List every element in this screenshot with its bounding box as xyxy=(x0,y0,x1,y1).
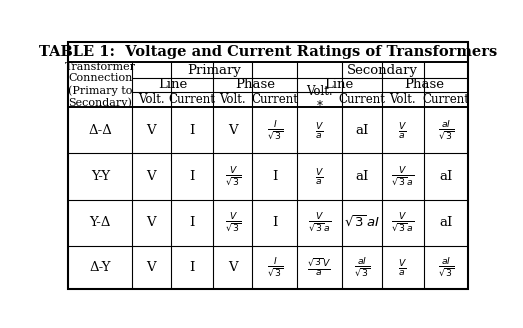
Text: Δ-Δ: Δ-Δ xyxy=(88,124,112,137)
Text: $\frac{I}{\sqrt{3}}$: $\frac{I}{\sqrt{3}}$ xyxy=(267,118,283,142)
Text: Transformer
Connection
(Primary to
Secondary): Transformer Connection (Primary to Secon… xyxy=(65,62,136,108)
Text: aI: aI xyxy=(355,170,369,183)
Text: Primary: Primary xyxy=(188,64,242,77)
Text: Line: Line xyxy=(158,78,187,91)
Text: $\frac{V}{a}$: $\frac{V}{a}$ xyxy=(399,120,407,141)
Text: I: I xyxy=(189,261,195,274)
Text: $\frac{aI}{\sqrt{3}}$: $\frac{aI}{\sqrt{3}}$ xyxy=(438,118,454,142)
Text: Phase: Phase xyxy=(235,78,275,91)
Text: $\frac{V}{\sqrt{3}}$: $\frac{V}{\sqrt{3}}$ xyxy=(225,211,241,235)
Text: V: V xyxy=(146,216,156,229)
Text: $\frac{V}{a}$: $\frac{V}{a}$ xyxy=(315,166,324,187)
Text: Phase: Phase xyxy=(405,78,445,91)
Text: $\frac{aI}{\sqrt{3}}$: $\frac{aI}{\sqrt{3}}$ xyxy=(438,256,454,279)
Text: Y-Y: Y-Y xyxy=(90,170,110,183)
Text: Current: Current xyxy=(423,93,469,106)
Text: V: V xyxy=(146,261,156,274)
Text: aI: aI xyxy=(439,216,452,229)
Text: $\frac{V}{a}$: $\frac{V}{a}$ xyxy=(399,257,407,277)
Text: Δ-Y: Δ-Y xyxy=(89,261,111,274)
Text: $\frac{V}{\sqrt{3}\,a}$: $\frac{V}{\sqrt{3}\,a}$ xyxy=(308,211,331,235)
Text: V: V xyxy=(146,170,156,183)
Text: Volt.: Volt. xyxy=(390,93,416,106)
Text: $\frac{\sqrt{3}\,V}{a}$: $\frac{\sqrt{3}\,V}{a}$ xyxy=(308,256,332,278)
Text: Line: Line xyxy=(325,78,354,91)
Text: I: I xyxy=(189,216,195,229)
Text: I: I xyxy=(189,124,195,137)
Text: I: I xyxy=(272,170,277,183)
Text: V: V xyxy=(228,261,237,274)
Text: $\frac{V}{\sqrt{3}}$: $\frac{V}{\sqrt{3}}$ xyxy=(225,165,241,188)
Text: V: V xyxy=(146,124,156,137)
Text: Volt.
*: Volt. * xyxy=(306,85,333,113)
Text: Volt.: Volt. xyxy=(138,93,165,106)
Text: $\frac{V}{a}$: $\frac{V}{a}$ xyxy=(315,120,324,141)
Text: Current: Current xyxy=(251,93,298,106)
Text: aI: aI xyxy=(439,170,452,183)
Text: Current: Current xyxy=(168,93,215,106)
Text: V: V xyxy=(228,124,237,137)
Text: I: I xyxy=(189,170,195,183)
Text: Secondary: Secondary xyxy=(347,64,418,77)
Text: $\frac{V}{\sqrt{3}\,a}$: $\frac{V}{\sqrt{3}\,a}$ xyxy=(391,211,415,235)
Text: Volt.: Volt. xyxy=(220,93,246,106)
Text: $\sqrt{3}\,aI$: $\sqrt{3}\,aI$ xyxy=(344,215,380,230)
Text: aI: aI xyxy=(355,124,369,137)
Text: I: I xyxy=(272,216,277,229)
Text: $\frac{aI}{\sqrt{3}}$: $\frac{aI}{\sqrt{3}}$ xyxy=(354,256,370,279)
Text: $\frac{I}{\sqrt{3}}$: $\frac{I}{\sqrt{3}}$ xyxy=(267,256,283,279)
Text: Y-Δ: Y-Δ xyxy=(89,216,111,229)
Text: $\frac{V}{\sqrt{3}\,a}$: $\frac{V}{\sqrt{3}\,a}$ xyxy=(391,165,415,188)
Text: TABLE 1:  Voltage and Current Ratings of Transformers: TABLE 1: Voltage and Current Ratings of … xyxy=(39,46,497,59)
Text: Current: Current xyxy=(338,93,385,106)
